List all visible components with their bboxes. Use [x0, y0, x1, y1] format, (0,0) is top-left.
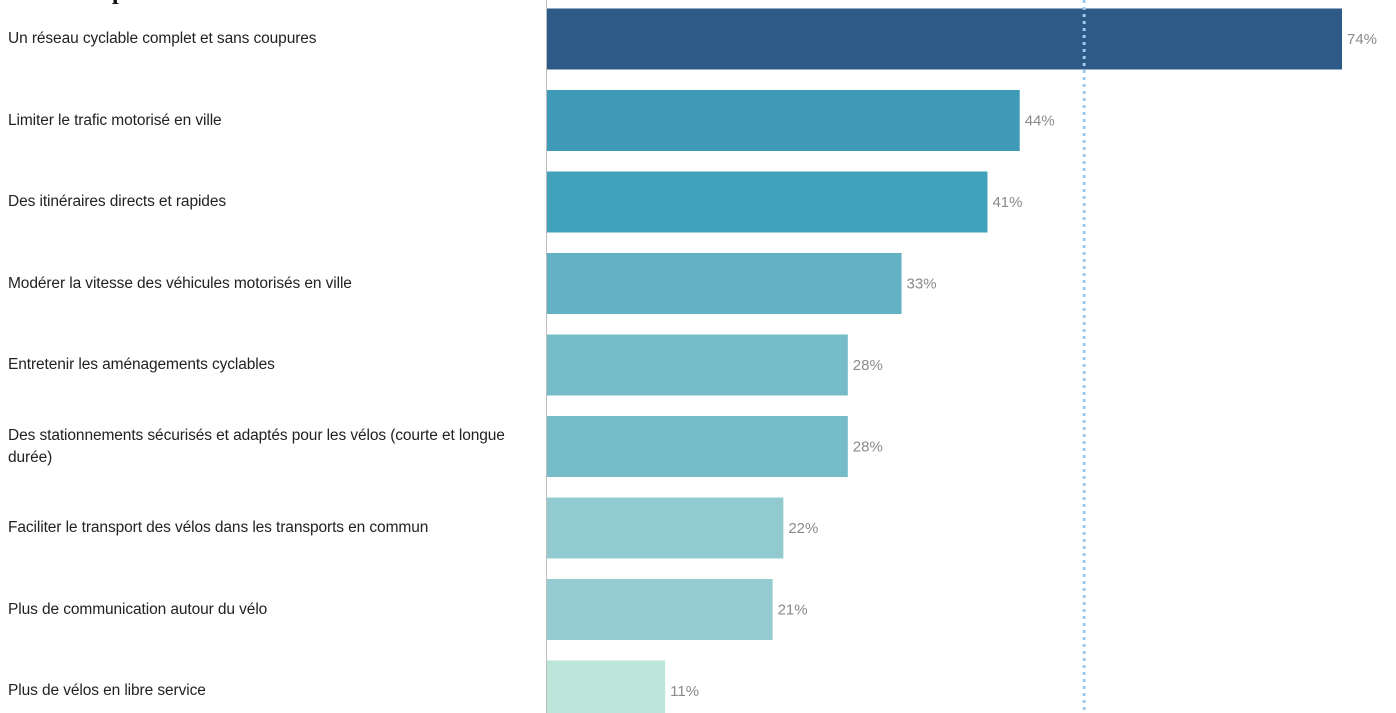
value-label-3: 41%	[992, 194, 1022, 211]
category-label-4: Modérer la vitesse des véhicules motoris…	[8, 274, 352, 292]
category-label-5: Entretenir les aménagements cyclables	[8, 356, 275, 373]
category-label-7: Faciliter le transport des vélos dans le…	[8, 519, 429, 536]
category-label-6: Des stationnements sécurisés et adaptés …	[8, 426, 505, 466]
bar-2	[547, 90, 1020, 151]
bar-8	[547, 579, 773, 640]
bar-4	[547, 253, 902, 314]
cropped-heading: p	[112, 0, 142, 4]
value-label-6: 28%	[853, 439, 883, 456]
value-label-8: 21%	[778, 602, 808, 619]
value-label-1: 74%	[1347, 31, 1377, 48]
value-label-2: 44%	[1025, 113, 1055, 130]
value-label-5: 28%	[853, 357, 883, 374]
bar-3	[547, 171, 988, 233]
category-label-9: Plus de vélos en libre service	[8, 682, 206, 699]
category-axis-line	[546, 0, 547, 713]
bar-9	[547, 660, 666, 713]
bar-7	[547, 497, 784, 559]
value-label-7: 22%	[788, 520, 818, 537]
category-label-8: Plus de communication autour du vélo	[8, 600, 268, 618]
category-label-2: Limiter le trafic motorisé en ville	[8, 111, 222, 129]
bar-5	[547, 334, 848, 396]
value-label-4: 33%	[907, 276, 937, 293]
category-label-1: Un réseau cyclable complet et sans coupu…	[8, 30, 317, 47]
value-label-9: 11%	[670, 683, 699, 700]
category-label-3: Des itinéraires directs et rapides	[8, 193, 226, 210]
bar-1	[547, 8, 1342, 70]
bar-6	[547, 416, 848, 477]
